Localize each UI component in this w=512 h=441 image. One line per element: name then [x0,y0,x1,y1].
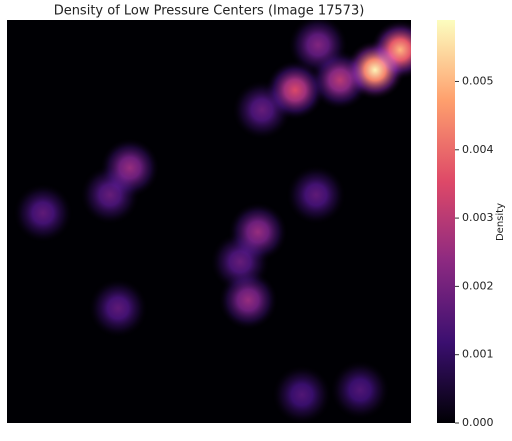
colorbar [437,20,455,423]
density-layer [12,20,411,423]
density-blob [231,79,292,140]
density-blob [80,164,141,225]
density-blob [370,20,411,80]
density-blob [330,359,391,420]
density-blob [286,164,347,225]
colorbar-tick-label: 0.004 [462,143,494,156]
colorbar-tick-label: 0.005 [462,74,494,87]
chart-title: Density of Low Pressure Centers (Image 1… [54,4,365,19]
colorbar-tick-label: 0.000 [462,416,494,429]
density-blob [12,183,73,244]
density-blob [88,278,149,339]
density-blob [271,364,332,423]
colorbar-tick-label: 0.003 [462,211,494,224]
colorbar-label: Density [495,203,506,241]
density-blob [218,270,279,331]
colorbar-tick-label: 0.001 [462,348,494,361]
colorbar-tick-label: 0.002 [462,279,494,292]
